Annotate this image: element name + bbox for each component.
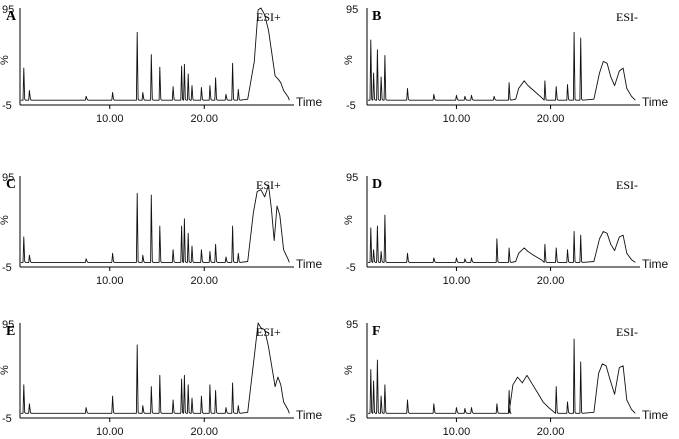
y-tick-label: % xyxy=(0,365,11,375)
panel-b: 95% -5 10.00 20.00 Time B ESI- xyxy=(343,4,669,125)
y-tick-label: -5 xyxy=(346,262,356,274)
y-tick-label: -5 xyxy=(346,100,356,112)
x-tick-label: 10.00 xyxy=(96,426,124,438)
x-axis-title: Time xyxy=(296,257,323,271)
chromatogram-trace xyxy=(367,31,636,101)
ionization-mode-label: ESI- xyxy=(616,10,638,24)
x-tick-label: 20.00 xyxy=(190,426,218,438)
x-tick-label: 10.00 xyxy=(96,113,124,125)
y-tick-label: % xyxy=(343,215,355,225)
y-tick-label: -5 xyxy=(346,413,356,425)
x-axis-title: Time xyxy=(296,408,323,422)
y-tick-label: 95 xyxy=(346,4,358,16)
x-tick-label: 20.00 xyxy=(537,113,565,125)
panel-d: 95% -5 10.00 20.00 Time D ESI- xyxy=(343,172,669,287)
chromatogram-trace xyxy=(20,7,290,101)
ionization-mode-label: ESI+ xyxy=(256,325,281,339)
y-tick-label: % xyxy=(343,55,355,65)
ionization-mode-label: ESI+ xyxy=(256,10,281,24)
x-axis-title: Time xyxy=(642,408,669,422)
panel-label: A xyxy=(6,9,17,24)
y-tick-label: 95 xyxy=(2,319,14,331)
chromatogram-trace xyxy=(367,214,636,263)
panel-a: 95% -5 10.00 20.00 Time A ESI+ xyxy=(0,4,323,125)
panel-label: D xyxy=(372,177,382,192)
chromatogram-trace xyxy=(20,184,290,263)
panel-label: F xyxy=(372,324,381,339)
chromatogram-trace xyxy=(20,322,290,414)
x-tick-label: 20.00 xyxy=(190,113,218,125)
y-tick-label: 95 xyxy=(2,4,14,16)
x-tick-label: 10.00 xyxy=(96,275,124,287)
x-axis-title: Time xyxy=(642,257,669,271)
y-tick-label: 95 xyxy=(346,319,358,331)
x-tick-label: 10.00 xyxy=(443,113,471,125)
y-tick-label: 95 xyxy=(346,172,358,184)
panel-label: B xyxy=(372,9,381,24)
y-tick-label: -5 xyxy=(2,413,12,425)
y-tick-label: -5 xyxy=(2,262,12,274)
x-axis-title: Time xyxy=(296,95,323,109)
panel-label: E xyxy=(6,324,15,339)
y-tick-label: % xyxy=(343,365,355,375)
panel-f: 95% -5 10.00 20.00 Time F ESI- xyxy=(343,319,669,438)
x-axis-title: Time xyxy=(642,95,669,109)
x-tick-label: 20.00 xyxy=(190,275,218,287)
panel-e: 95% -5 10.00 20.00 Time E ESI+ xyxy=(0,319,323,438)
y-tick-label: 95 xyxy=(2,172,14,184)
y-tick-label: % xyxy=(0,55,11,65)
ionization-mode-label: ESI- xyxy=(616,325,638,339)
x-tick-label: 10.00 xyxy=(443,426,471,438)
y-tick-label: % xyxy=(0,215,11,225)
panel-label: C xyxy=(6,177,16,192)
y-tick-label: -5 xyxy=(2,100,12,112)
ionization-mode-label: ESI- xyxy=(616,178,638,192)
x-tick-label: 20.00 xyxy=(537,426,565,438)
chromatogram-trace xyxy=(367,338,636,414)
x-tick-label: 10.00 xyxy=(443,275,471,287)
x-tick-label: 20.00 xyxy=(537,275,565,287)
